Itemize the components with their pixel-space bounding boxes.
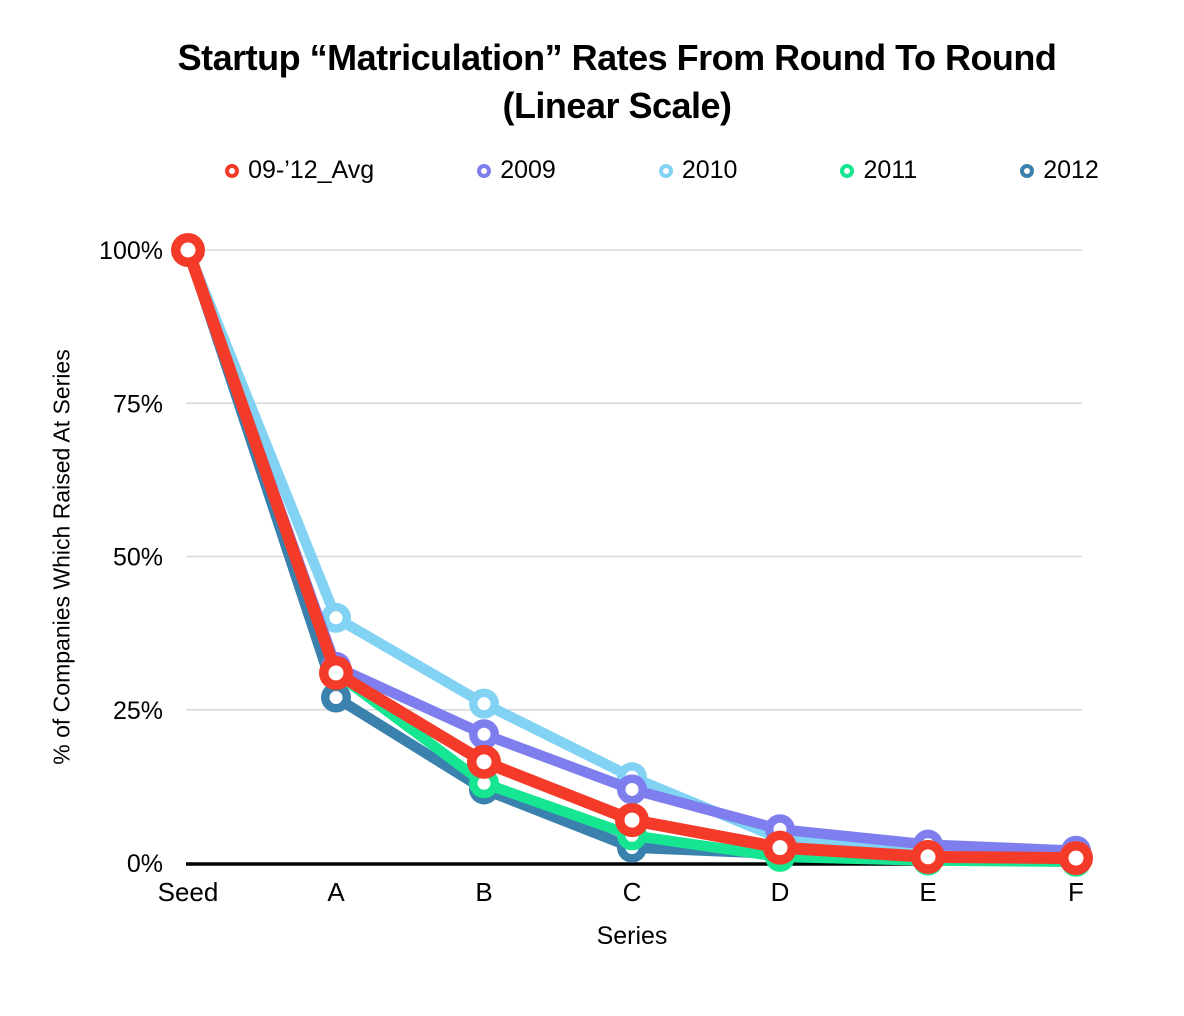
legend-marker-2012-icon — [1020, 163, 1035, 178]
legend-marker-2010-icon — [658, 163, 673, 178]
data-point-hole-09-’12_Avg-C — [624, 812, 640, 828]
data-point-hole-2011-B — [477, 776, 491, 790]
data-point-hole-09-’12_Avg-A — [328, 665, 344, 681]
data-point-hole-2012-A — [329, 690, 343, 704]
legend-item-avg: 09-’12_Avg — [225, 156, 374, 185]
legend-marker-2011-icon — [840, 163, 855, 178]
legend-label-2009: 2009 — [500, 156, 556, 184]
legend-label-avg: 09-’12_Avg — [248, 156, 375, 184]
x-axis-title: Series — [597, 922, 668, 950]
y-tick-label-100%: 100% — [99, 237, 163, 265]
legend-label-2010: 2010 — [681, 156, 738, 184]
data-point-hole-09-’12_Avg-E — [920, 849, 936, 865]
legend: 09-’12_Avg 2009 2010 2011 2012 — [0, 156, 1184, 185]
x-tick-label-A: A — [327, 877, 345, 907]
legend-item-2009: 2009 — [477, 156, 556, 185]
legend-label-2012: 2012 — [1043, 156, 1099, 184]
y-tick-label-50%: 50% — [113, 544, 163, 572]
x-tick-label-E: E — [919, 877, 936, 907]
data-point-hole-09-’12_Avg-D — [772, 840, 788, 856]
data-point-hole-2010-A — [329, 611, 343, 625]
chart-title: Startup “Matriculation” Rates From Round… — [0, 34, 1184, 130]
x-tick-label-C: C — [623, 877, 642, 907]
data-point-hole-09-’12_Avg-Seed — [180, 242, 196, 258]
x-tick-label-Seed: Seed — [158, 877, 219, 907]
data-point-hole-09-’12_Avg-B — [476, 754, 492, 770]
data-point-hole-2009-C — [625, 782, 639, 796]
x-tick-label-F: F — [1068, 877, 1084, 907]
legend-label-2011: 2011 — [863, 156, 918, 184]
chart-title-line1: Startup “Matriculation” Rates From Round… — [177, 37, 1057, 78]
x-tick-label-D: D — [771, 877, 790, 907]
chart-title-line2: (Linear Scale) — [502, 85, 732, 126]
y-tick-label-0%: 0% — [127, 850, 163, 878]
y-tick-label-25%: 25% — [113, 697, 163, 725]
legend-item-2011: 2011 — [840, 156, 917, 185]
data-point-hole-2010-B — [477, 697, 491, 711]
data-point-hole-2009-B — [477, 727, 491, 741]
x-tick-label-B: B — [475, 877, 492, 907]
legend-marker-avg-icon — [225, 163, 240, 178]
data-point-hole-09-’12_Avg-F — [1068, 850, 1084, 866]
legend-marker-2009-icon — [477, 163, 492, 178]
series-line-2009 — [183, 248, 1077, 856]
y-tick-label-75%: 75% — [113, 390, 163, 418]
legend-item-2010: 2010 — [658, 156, 738, 185]
legend-item-2012: 2012 — [1020, 156, 1099, 185]
